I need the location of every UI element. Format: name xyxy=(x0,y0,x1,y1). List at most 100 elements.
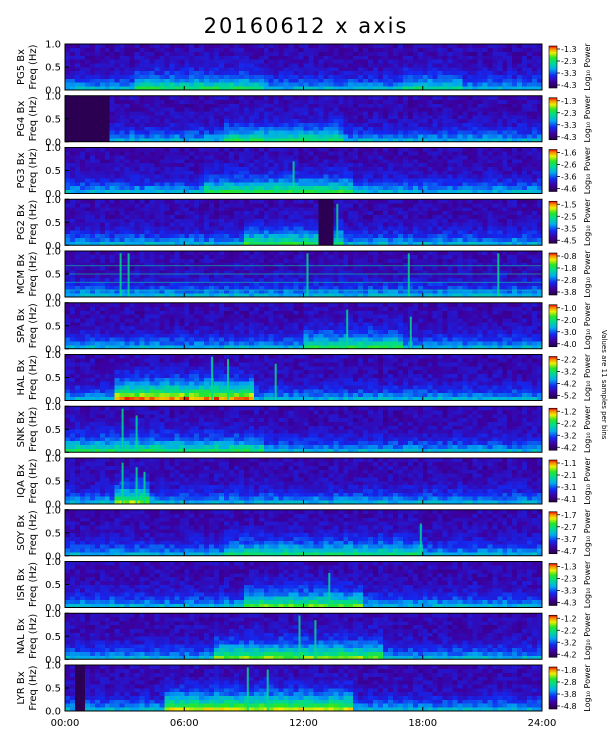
panel-spa: 0.0 0.5 1.0 SPA Bx Freq (Hz) -1.0 -2.0 -3.0 -4.0… xyxy=(16,298,592,355)
colorbar-tick-label: -3.0 xyxy=(561,328,577,337)
y-tick-label: 0.5 xyxy=(45,684,61,695)
y-tick-label: 0.0 xyxy=(45,189,61,200)
burst-mcm-1 xyxy=(127,253,130,297)
y-tick-label: 1.0 xyxy=(45,350,61,361)
y-axis-label-station: PG2 Bx xyxy=(16,204,27,240)
colorbar-tick-label: -4.1 xyxy=(561,495,577,504)
burst-soy-0 xyxy=(419,523,422,556)
y-axis-label-station: HAL Bx xyxy=(16,359,27,395)
colorbar-tick-label: -2.3 xyxy=(561,57,577,66)
colorbar-tick-label: -4.5 xyxy=(561,236,577,245)
colorbar-tick-label: -2.3 xyxy=(561,575,577,584)
y-axis-label-station: LYR Bx xyxy=(16,671,27,704)
colorbar-tick-label: -5.2 xyxy=(561,392,577,401)
colorbar xyxy=(548,252,558,296)
colorbar-tick-label: -1.3 xyxy=(561,45,577,54)
burst-hal-0 xyxy=(211,356,214,401)
colorbar-label: Log₁₀ Power xyxy=(583,250,592,298)
panel-nal: 0.0 0.5 1.0 NAL Bx Freq (Hz) -1.2 -2.2 -3.2 -4.2… xyxy=(16,609,592,666)
colorbar-tick-label: -2.2 xyxy=(561,356,577,365)
spectrogram-pg3 xyxy=(65,147,543,194)
colorbar xyxy=(548,407,558,451)
colorbar-tick-label: -3.2 xyxy=(561,431,577,440)
y-axis-label-freq: Freq (Hz) xyxy=(28,251,39,296)
y-tick-label: 0.5 xyxy=(45,580,61,591)
y-axis-label-freq: Freq (Hz) xyxy=(28,510,39,555)
y-tick-label: 0.0 xyxy=(45,241,61,252)
y-tick-label: 1.0 xyxy=(45,402,61,413)
y-axis-label-station: SNK Bx xyxy=(16,411,27,447)
colorbar-label: Log₁₀ Power xyxy=(583,405,592,453)
spectrogram-mcm xyxy=(65,251,543,298)
colorbar-tick-label: -4.3 xyxy=(561,599,577,608)
y-tick-label: 1.0 xyxy=(45,661,61,672)
y-tick-label: 1.0 xyxy=(45,91,61,102)
y-tick-label: 0.0 xyxy=(45,655,61,666)
y-axis-label-freq: Freq (Hz) xyxy=(28,458,39,503)
y-tick-label: 0.5 xyxy=(45,425,61,436)
figure-title: 20160612 x axis xyxy=(203,14,409,38)
y-axis-label-station: IQA Bx xyxy=(16,464,27,498)
colorbar-label: Log₁₀ Power xyxy=(583,508,592,556)
panel-pg3: 0.0 0.5 1.0 PG3 Bx Freq (Hz) -1.6 -2.6 -3.6 -4.6… xyxy=(16,143,592,200)
colorbar-tick-label: -4.2 xyxy=(561,650,577,659)
y-axis-label-station: NAL Bx xyxy=(16,618,27,654)
burst-hal-1 xyxy=(227,359,229,401)
colorbar xyxy=(548,200,558,244)
y-axis-label-freq: Freq (Hz) xyxy=(28,355,39,400)
burst-snk-0 xyxy=(121,408,124,453)
y-tick-label: 0.5 xyxy=(45,477,61,488)
colorbar-tick-label: -1.2 xyxy=(561,614,577,623)
spectrogram-spa xyxy=(65,302,543,350)
panel-mcm: 0.0 0.5 1.0 MCM Bx Freq (Hz) -0.8 -1.8 -2.8 -3.8… xyxy=(16,247,592,304)
colorbar-tick-label: -2.5 xyxy=(561,212,577,221)
y-axis-label-station: SOY Bx xyxy=(16,515,27,551)
colorbar-tick-label: -2.8 xyxy=(561,276,577,285)
colorbar-label: Log₁₀ Power xyxy=(583,560,592,608)
y-tick-label: 0.0 xyxy=(45,603,61,614)
y-tick-label: 0.5 xyxy=(45,528,61,539)
colorbar-tick-label: -3.2 xyxy=(561,638,577,647)
x-tick-label: 24:00 xyxy=(528,718,557,729)
burst-spa-1 xyxy=(409,316,412,349)
y-tick-label: 0.0 xyxy=(45,293,61,304)
colorbar-tick-label: -1.8 xyxy=(561,666,577,675)
y-tick-label: 1.0 xyxy=(45,557,61,568)
panel-snk: 0.0 0.5 1.0 SNK Bx Freq (Hz) -1.2 -2.2 -3.2 -4.2… xyxy=(16,402,592,459)
colorbar-tick-label: -1.1 xyxy=(561,459,577,468)
colorbar-tick-label: -3.3 xyxy=(561,587,577,596)
colorbar-label: Log₁₀ Power xyxy=(583,612,592,660)
spectrogram-pg4 xyxy=(65,95,543,143)
y-axis-label-freq: Freq (Hz) xyxy=(28,407,39,452)
colorbar-label: Log₁₀ Power xyxy=(583,664,592,712)
colorbar-tick-label: -3.5 xyxy=(561,224,577,233)
y-tick-label: 0.5 xyxy=(45,218,61,229)
colorbar-label: Log₁₀ Power xyxy=(583,198,592,246)
colorbar-tick-label: -1.5 xyxy=(561,200,577,209)
y-tick-label: 0.0 xyxy=(45,86,61,97)
colorbar-tick-label: -3.6 xyxy=(561,173,577,182)
colorbar xyxy=(548,45,558,89)
burst-mcm-4 xyxy=(497,253,500,297)
spectrogram-isr xyxy=(65,561,543,608)
burst-iqa-2 xyxy=(143,471,146,504)
spectrogram-pg5 xyxy=(65,44,543,91)
y-axis-label-freq: Freq (Hz) xyxy=(28,562,39,607)
burst-pg3-0 xyxy=(292,161,295,194)
colorbar-tick-label: -2.2 xyxy=(561,626,577,635)
y-tick-label: 0.0 xyxy=(45,396,61,407)
burst-iqa-0 xyxy=(121,462,124,504)
y-tick-label: 1.0 xyxy=(45,609,61,620)
burst-lyr-1 xyxy=(266,669,269,711)
colorbar-tick-label: -0.8 xyxy=(561,252,577,261)
burst-mcm-3 xyxy=(407,253,410,297)
y-tick-label: 0.0 xyxy=(45,551,61,562)
y-tick-label: 0.0 xyxy=(45,707,61,718)
panel-hal: 0.0 0.5 1.0 HAL Bx Freq (Hz) -2.2 -3.2 -4.2 -5.2… xyxy=(16,350,592,407)
y-axis-label-freq: Freq (Hz) xyxy=(28,44,39,89)
burst-mcm-2 xyxy=(306,253,309,297)
colorbar-tick-label: -1.7 xyxy=(561,511,577,520)
burst-lyr-0 xyxy=(246,667,249,711)
colorbar-tick-label: -2.7 xyxy=(561,523,577,532)
colorbar-tick-label: -3.1 xyxy=(561,483,577,492)
